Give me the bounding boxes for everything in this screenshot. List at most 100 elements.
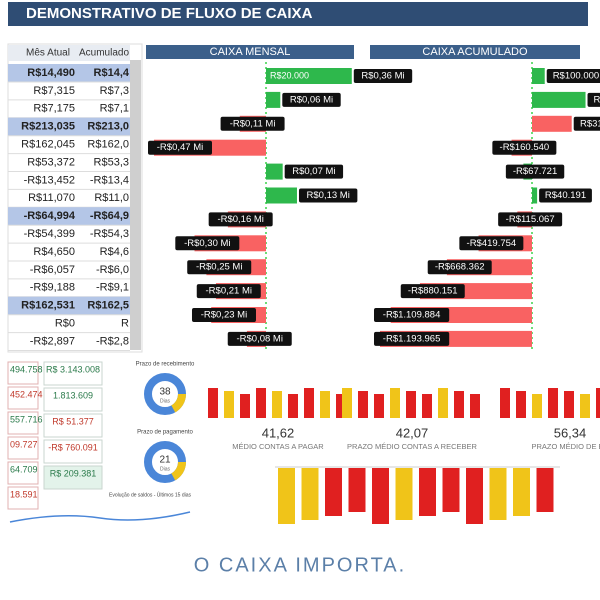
table-cell: R$213,0 <box>87 121 129 133</box>
table-row-highlight <box>8 64 130 82</box>
label-box <box>148 140 212 155</box>
bottom-bar <box>536 468 554 512</box>
table-cell: R$7,3 <box>100 85 129 97</box>
kpi-value: 18.591 <box>10 489 38 499</box>
mini-bar <box>548 388 558 418</box>
table-header: Acumulado <box>79 48 129 59</box>
label-box <box>505 164 565 179</box>
table-cell: R$162,531 <box>21 300 75 312</box>
kpi-box <box>7 411 39 435</box>
kpi-value: 09.727 <box>10 439 38 449</box>
mini-bar <box>358 391 368 418</box>
mini-bar <box>304 388 314 418</box>
label-box <box>353 69 413 83</box>
donut-part <box>144 373 186 415</box>
bar-label: -R$160.540 <box>500 142 550 153</box>
label-box <box>191 308 256 322</box>
slogan: O CAIXA IMPORTA. <box>194 554 406 576</box>
table-cell: R$162,045 <box>21 139 75 151</box>
table-cell: R <box>121 318 129 330</box>
label-box <box>427 260 492 275</box>
kpi-value: R$ 209.381 <box>50 468 97 478</box>
mini-bar <box>240 394 250 418</box>
kpi-box <box>43 361 103 386</box>
mini-bar <box>406 391 416 418</box>
label-box <box>298 188 358 203</box>
header-band <box>8 2 588 26</box>
table-cell: -R$2,897 <box>30 335 75 347</box>
kpi-box <box>43 413 103 438</box>
kpi-box <box>7 486 39 510</box>
prazo-value: 41,62 <box>262 425 295 440</box>
bar-label: -R$880.151 <box>408 286 458 297</box>
bar-label: -R$0,21 Mi <box>206 286 252 297</box>
bottom-bar <box>348 468 366 512</box>
label-box <box>284 164 344 179</box>
bar-label: R$0,13 Mi <box>307 190 350 201</box>
bar-label: -R$115.067 <box>506 214 555 225</box>
label-box <box>498 212 563 227</box>
kpi-value: 64.709 <box>10 464 38 474</box>
kpi-value: 452.474 <box>10 389 43 399</box>
kpi-value: -R$ 760.091 <box>48 442 98 452</box>
table-cell: -R$13,452 <box>24 174 75 186</box>
bar <box>266 91 281 108</box>
label-box <box>374 331 450 346</box>
mini-bar <box>532 394 542 418</box>
kpi-box <box>43 387 103 412</box>
label-box <box>539 188 592 203</box>
mini-bar <box>564 391 574 418</box>
label-box <box>208 212 273 227</box>
bar-label: -R$1.193.965 <box>383 333 441 344</box>
bar <box>532 187 538 204</box>
table-header-bg <box>8 45 130 61</box>
kpi-value: 494.758 <box>10 364 43 374</box>
label-box <box>573 116 600 131</box>
mini-bar <box>580 394 590 418</box>
bar-label: R$0,06 Mi <box>290 94 333 105</box>
bar-label: -R$668.362 <box>435 262 485 273</box>
bottom-bar <box>442 468 460 512</box>
prazo-label: PRAZO MÉDIO CONTAS A RECEBER <box>347 442 477 451</box>
bottom-bar <box>278 468 295 524</box>
table-cell: -R$6,057 <box>30 264 75 276</box>
mini-bar <box>272 391 282 418</box>
donut-value: 21 <box>159 455 171 466</box>
line-trend <box>9 511 191 523</box>
prazo-label: PRAZO MÉDIO DE ES <box>531 442 600 451</box>
table-cell: R$213,035 <box>21 121 75 133</box>
bar-label: R$0,36 Mi <box>361 71 404 82</box>
table-cell: -R$6,0 <box>96 264 129 276</box>
bottom-bar <box>325 468 342 516</box>
mini-bar <box>342 388 352 418</box>
mini-bar <box>516 391 526 418</box>
table-row-highlight <box>8 117 130 136</box>
donut-title: Prazo de recebimento <box>136 362 195 368</box>
mini-bar <box>500 388 510 418</box>
mini-bar <box>320 391 330 418</box>
table-cell: R$7,315 <box>33 85 75 97</box>
bar <box>266 68 352 84</box>
prazo-value: 42,07 <box>396 425 429 440</box>
table-cell: R$11,070 <box>28 192 75 204</box>
label-box <box>459 236 524 251</box>
donut-unit: Dias <box>160 466 171 472</box>
label-box <box>492 140 557 155</box>
donut-part <box>144 441 186 483</box>
table-cell: -R$9,1 <box>96 282 129 294</box>
mini-bar <box>374 394 384 418</box>
table-header: Mês Atual <box>26 48 70 59</box>
bottom-bar <box>513 468 530 516</box>
kpi-box <box>43 439 103 464</box>
kpi-box <box>7 436 39 460</box>
table-cell: R$14,4 <box>94 67 130 79</box>
mini-bar <box>288 394 298 418</box>
mini-bar <box>390 388 400 418</box>
table-cell: -R$64,9 <box>90 210 129 222</box>
label-box <box>175 236 240 251</box>
mini-bar <box>336 394 346 418</box>
prazo-label: MÉDIO CONTAS A PAGAR <box>232 442 324 451</box>
mini-bar <box>422 394 432 418</box>
bar-label: -R$0,30 Mi <box>184 238 230 249</box>
